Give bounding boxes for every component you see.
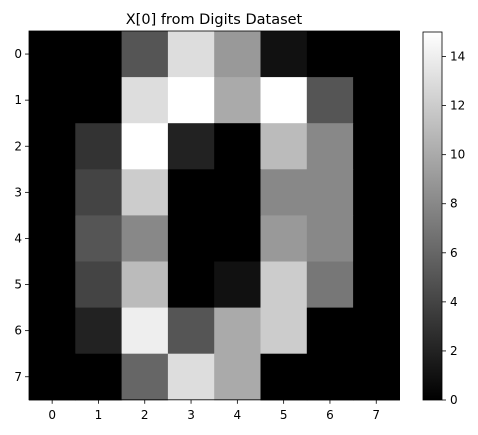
heatmap-cell (121, 353, 169, 401)
heatmap-cell (121, 77, 169, 124)
heatmap-cell (167, 353, 215, 401)
heatmap-cell (260, 353, 308, 401)
heatmap-cell (353, 77, 400, 124)
heatmap-cell (306, 77, 354, 124)
heatmap-cell (214, 169, 262, 216)
colorbar-tick-label: 6 (450, 246, 458, 260)
heatmap-cell (353, 215, 400, 263)
heatmap-cell (121, 123, 169, 170)
heatmap-cell (75, 77, 123, 124)
y-tick-label: 4 (14, 231, 22, 245)
x-tick-label: 7 (372, 408, 380, 422)
heatmap-cell (306, 261, 354, 309)
heatmap-cell (121, 261, 169, 309)
y-tick-label: 5 (14, 278, 22, 292)
y-tick-label: 2 (14, 139, 22, 153)
heatmap-cell (29, 31, 76, 78)
colorbar-frame (422, 31, 443, 401)
heatmap-cell (167, 307, 215, 355)
heatmap-cell (214, 353, 262, 401)
heatmap-cell (353, 169, 400, 216)
y-tick-label: 3 (14, 185, 22, 199)
x-axis: 0 1 2 3 4 5 6 7 (48, 399, 380, 422)
heatmap-cell (167, 123, 215, 170)
heatmap-cell (121, 169, 169, 216)
heatmap-cell (214, 261, 262, 309)
heatmap-cell (353, 123, 400, 170)
heatmap-cell (29, 307, 76, 355)
heatmap-cell (75, 307, 123, 355)
x-tick-label: 2 (141, 408, 149, 422)
heatmap-cell (29, 77, 76, 124)
y-tick-label: 7 (14, 370, 22, 384)
y-tick-label: 0 (14, 47, 22, 61)
heatmap-cell (75, 261, 123, 309)
colorbar-tick-label: 8 (450, 197, 458, 211)
x-tick-label: 0 (48, 408, 56, 422)
heatmap-cell (75, 353, 123, 401)
heatmap-cells (28, 30, 400, 401)
colorbar-tick-label: 10 (450, 148, 465, 162)
heatmap-cell (260, 77, 308, 124)
heatmap-cell (306, 307, 354, 355)
heatmap-cell (353, 31, 400, 78)
heatmap-cell (214, 215, 262, 263)
y-tick-label: 6 (14, 324, 22, 338)
heatmap-cell (214, 307, 262, 355)
heatmap-cell (29, 261, 76, 309)
heatmap-cell (29, 215, 76, 263)
heatmap-cell (260, 169, 308, 216)
heatmap-cell (260, 123, 308, 170)
heatmap-cell (167, 261, 215, 309)
heatmap-cell (167, 31, 215, 78)
x-tick-label: 6 (326, 408, 334, 422)
x-tick-label: 1 (95, 408, 103, 422)
heatmap-cell (167, 169, 215, 216)
heatmap-cell (260, 31, 308, 78)
x-tick-label: 4 (234, 408, 242, 422)
heatmap-cell (353, 261, 400, 309)
chart-title: X[0] from Digits Dataset (126, 12, 303, 28)
heatmap-cell (214, 123, 262, 170)
heatmap-cell (121, 307, 169, 355)
heatmap-cell (306, 31, 354, 78)
heatmap-cell (306, 353, 354, 401)
heatmap-cell (167, 215, 215, 263)
heatmap-cell (167, 77, 215, 124)
colorbar-tick-label: 12 (450, 99, 465, 113)
heatmap-cell (75, 215, 123, 263)
heatmap-cell (29, 169, 76, 216)
heatmap-cell (260, 307, 308, 355)
colorbar-tick-label: 2 (450, 344, 458, 358)
heatmap-cell (29, 353, 76, 401)
colorbar-tick-label: 14 (450, 50, 465, 64)
heatmap-cell (306, 215, 354, 263)
heatmap-cell (353, 307, 400, 355)
heatmap-cell (121, 215, 169, 263)
heatmap-cell (260, 215, 308, 263)
x-tick-label: 3 (187, 408, 195, 422)
colorbar-gradient (423, 32, 442, 400)
heatmap-cell (75, 31, 123, 78)
heatmap-cell (214, 31, 262, 78)
colorbar-tick-label: 0 (450, 393, 458, 407)
y-tick-label: 1 (14, 93, 22, 107)
heatmap-cell (306, 123, 354, 170)
colorbar: 0 2 4 6 8 10 12 14 (422, 31, 465, 407)
heatmap-cell (29, 123, 76, 170)
heatmap-cell (306, 169, 354, 216)
y-axis: 0 1 2 3 4 5 6 7 (14, 47, 29, 384)
x-tick-label: 5 (280, 408, 288, 422)
heatmap-cell (214, 77, 262, 124)
heatmap-cell (75, 169, 123, 216)
heatmap-cell (260, 261, 308, 309)
colorbar-tick-label: 4 (450, 295, 458, 309)
heatmap-cell (75, 123, 123, 170)
plot-frame (28, 30, 400, 401)
heatmap-cell (353, 353, 400, 401)
heatmap-cell (121, 31, 169, 78)
